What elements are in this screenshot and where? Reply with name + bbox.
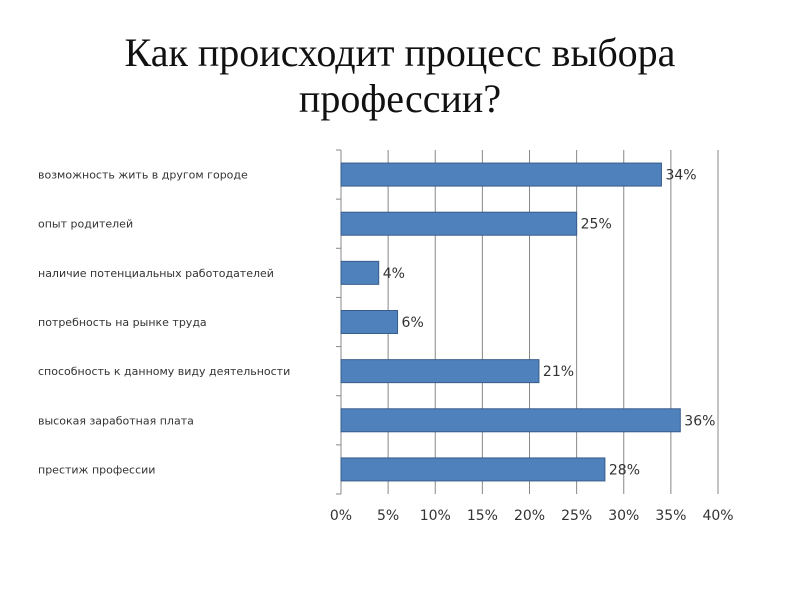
title-line-2: профессии? [298,76,502,121]
x-tick-label: 35% [655,508,686,524]
bar [340,457,606,482]
slide-title: Как происходит процесс выбора профессии? [0,30,800,122]
data-label: 36% [684,413,715,429]
x-tick-label: 40% [702,508,733,524]
data-label: 4% [383,266,405,282]
title-line-1: Как происходит процесс выбора [124,30,676,75]
x-tick-label: 25% [561,508,592,524]
category-label: опыт родителей [38,218,133,231]
bar [340,310,399,334]
x-tick-label: 5% [377,508,399,524]
data-label: 34% [665,168,696,184]
category-label: потребность на рынке труда [38,316,207,329]
data-label: 6% [402,315,424,331]
category-label: высокая заработная плата [38,414,194,427]
x-tick-label: 10% [420,508,451,524]
category-label: престиж профессии [38,463,155,476]
x-tick-label: 20% [514,508,545,524]
category-label: наличие потенциальных работодателей [38,267,274,280]
data-label: 21% [543,364,574,380]
data-label: 28% [609,462,640,478]
bar [340,408,681,433]
bar [340,260,380,285]
bar [340,359,540,384]
x-tick-label: 30% [608,508,639,524]
bar [340,211,578,236]
data-label: 25% [581,217,612,233]
bar [340,162,662,187]
x-tick-label: 0% [330,508,352,524]
category-label: способность к данному виду деятельности [38,365,290,378]
category-label: возможность жить в другом городе [38,169,248,182]
x-tick-label: 15% [467,508,498,524]
